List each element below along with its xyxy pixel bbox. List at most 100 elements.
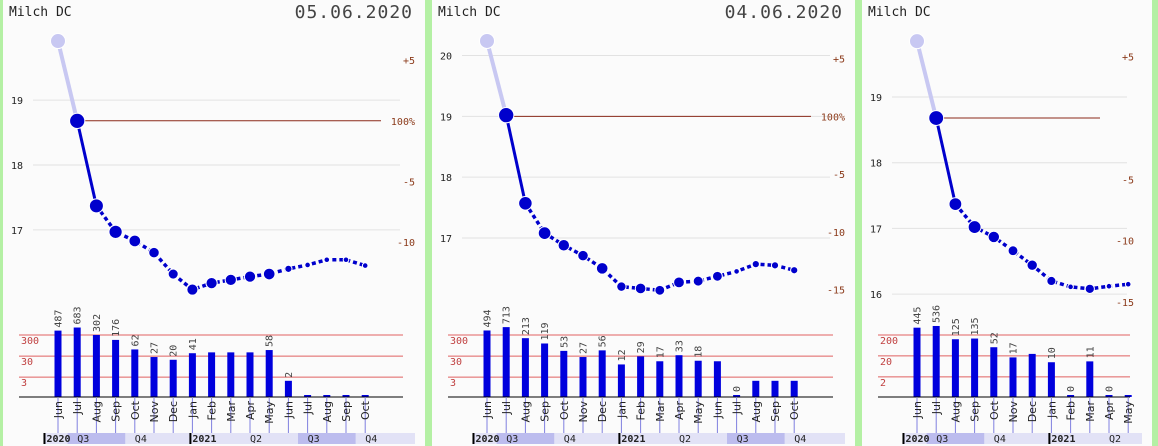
x-tick-label: Dec — [596, 401, 609, 422]
y-tick-label: 18 — [870, 159, 882, 170]
volume-bar — [656, 361, 664, 397]
price-point — [88, 198, 104, 214]
panel: Milch DC 16 17 18 19 +5 -5 -10 -15 2 20 200 445 536 12… — [862, 0, 1152, 446]
y2-tick-label: -10 — [1116, 237, 1134, 248]
x-tick-label: Jun — [52, 401, 65, 419]
price-point — [224, 273, 237, 287]
volume-tick-label: 30 — [21, 357, 33, 368]
x-tick-label: Mar — [225, 401, 238, 422]
volume-tick-label: 300 — [450, 336, 468, 347]
volume-bar — [502, 327, 510, 397]
x-tick-label: Feb — [206, 401, 219, 420]
period-label: 2020 — [905, 434, 929, 445]
x-tick-label: Nov — [148, 401, 161, 423]
period-label: Q3 — [936, 434, 948, 445]
x-tick-label: Jan — [615, 401, 628, 419]
volume-label: 41 — [188, 338, 199, 350]
volume-bar — [560, 350, 568, 397]
volume-label: 56 — [598, 335, 609, 347]
volume-label: 11 — [1085, 346, 1096, 358]
y-tick-label: 16 — [870, 290, 882, 301]
volume-bar — [92, 334, 100, 397]
price-point — [361, 262, 369, 269]
price-line — [934, 117, 957, 205]
period-label: Q2 — [679, 434, 691, 445]
y2-tick-label: +5 — [403, 56, 415, 67]
x-tick-label: May — [263, 401, 276, 424]
volume-label: 18 — [694, 346, 705, 358]
volume-tick-label: 3 — [21, 378, 27, 389]
volume-bar — [131, 349, 139, 397]
price-point — [186, 283, 199, 296]
volume-label: 2 — [284, 372, 295, 378]
price-point — [323, 256, 331, 264]
volume-label: 536 — [932, 305, 943, 323]
volume-label: 58 — [265, 335, 276, 347]
y-tick-label: 19 — [440, 112, 452, 123]
volume-bar — [1009, 357, 1017, 397]
y2-tick-label: -10 — [827, 228, 845, 239]
year-marker — [43, 433, 46, 444]
x-tick-label: Nov — [577, 401, 590, 423]
x-tick-label: Dec — [167, 401, 180, 422]
volume-label: 52 — [989, 332, 1000, 344]
x-tick-label: Jul — [302, 401, 315, 415]
x-tick-label: Oct — [129, 400, 142, 420]
volume-label: 135 — [970, 317, 981, 335]
period-label: 2020 — [46, 434, 70, 445]
period-shade — [298, 433, 356, 444]
volume-label: 12 — [617, 349, 628, 361]
price-point — [790, 266, 799, 275]
y2-tick-label: -10 — [397, 238, 415, 249]
volume-label: 33 — [675, 340, 686, 352]
period-shade — [926, 433, 985, 444]
year-marker — [1048, 433, 1051, 444]
year-marker — [618, 433, 621, 444]
x-tick-label: Apr — [1103, 401, 1116, 421]
volume-tick-label: 30 — [450, 357, 462, 368]
volume-bar — [733, 395, 741, 397]
volume-bar — [150, 357, 158, 397]
volume-label: 17 — [1009, 342, 1020, 354]
price-point — [751, 260, 760, 269]
x-tick-label: Sep — [969, 401, 982, 422]
price-point — [987, 230, 1001, 244]
y-tick-label: 19 — [11, 96, 23, 107]
x-tick-label: Jul — [731, 401, 744, 415]
y2-tick-label: 100% — [821, 112, 845, 123]
price-point — [148, 246, 160, 259]
x-tick-label: Jun — [911, 401, 924, 419]
y2-tick-label: -15 — [1116, 298, 1134, 309]
price-line — [75, 120, 98, 207]
period-shade — [727, 433, 785, 444]
x-tick-label: Jul — [71, 401, 84, 415]
period-shade — [67, 433, 126, 444]
period-label: Q3 — [737, 434, 749, 445]
price-point — [1105, 282, 1113, 290]
volume-bar — [675, 355, 683, 397]
price-point — [1007, 245, 1019, 257]
panel: Milch DC 04.06.2020 17 18 19 20 +5 100% -5 -10 -15… — [432, 0, 855, 446]
price-point — [948, 197, 963, 211]
volume-label: 302 — [92, 314, 103, 332]
price-point — [1124, 280, 1132, 288]
chart: Milch DC 04.06.2020 17 18 19 20 +5 100% -5 -10 -15… — [438, 2, 845, 445]
y-tick-label: 20 — [440, 52, 452, 63]
chart-title: Milch DC — [868, 5, 931, 20]
x-tick-label: Jun — [282, 401, 295, 419]
period-label: 2021 — [621, 434, 645, 445]
panel: Milch DC 05.06.2020 17 18 19 +5 100% -5 -10 3 30 30… — [3, 0, 425, 446]
date: 05.06.2020 — [295, 2, 413, 23]
x-tick-label: Dec — [1026, 401, 1039, 422]
price-point — [304, 261, 311, 269]
volume-bar — [521, 338, 529, 397]
price-point — [69, 112, 86, 129]
y2-tick-label: -5 — [1122, 175, 1134, 186]
volume-bar — [1124, 395, 1132, 397]
price-point — [243, 270, 257, 283]
volume-label: 713 — [502, 306, 513, 324]
price-point — [928, 110, 945, 126]
year-marker — [902, 433, 905, 444]
volume-tick-label: 20 — [880, 357, 892, 368]
